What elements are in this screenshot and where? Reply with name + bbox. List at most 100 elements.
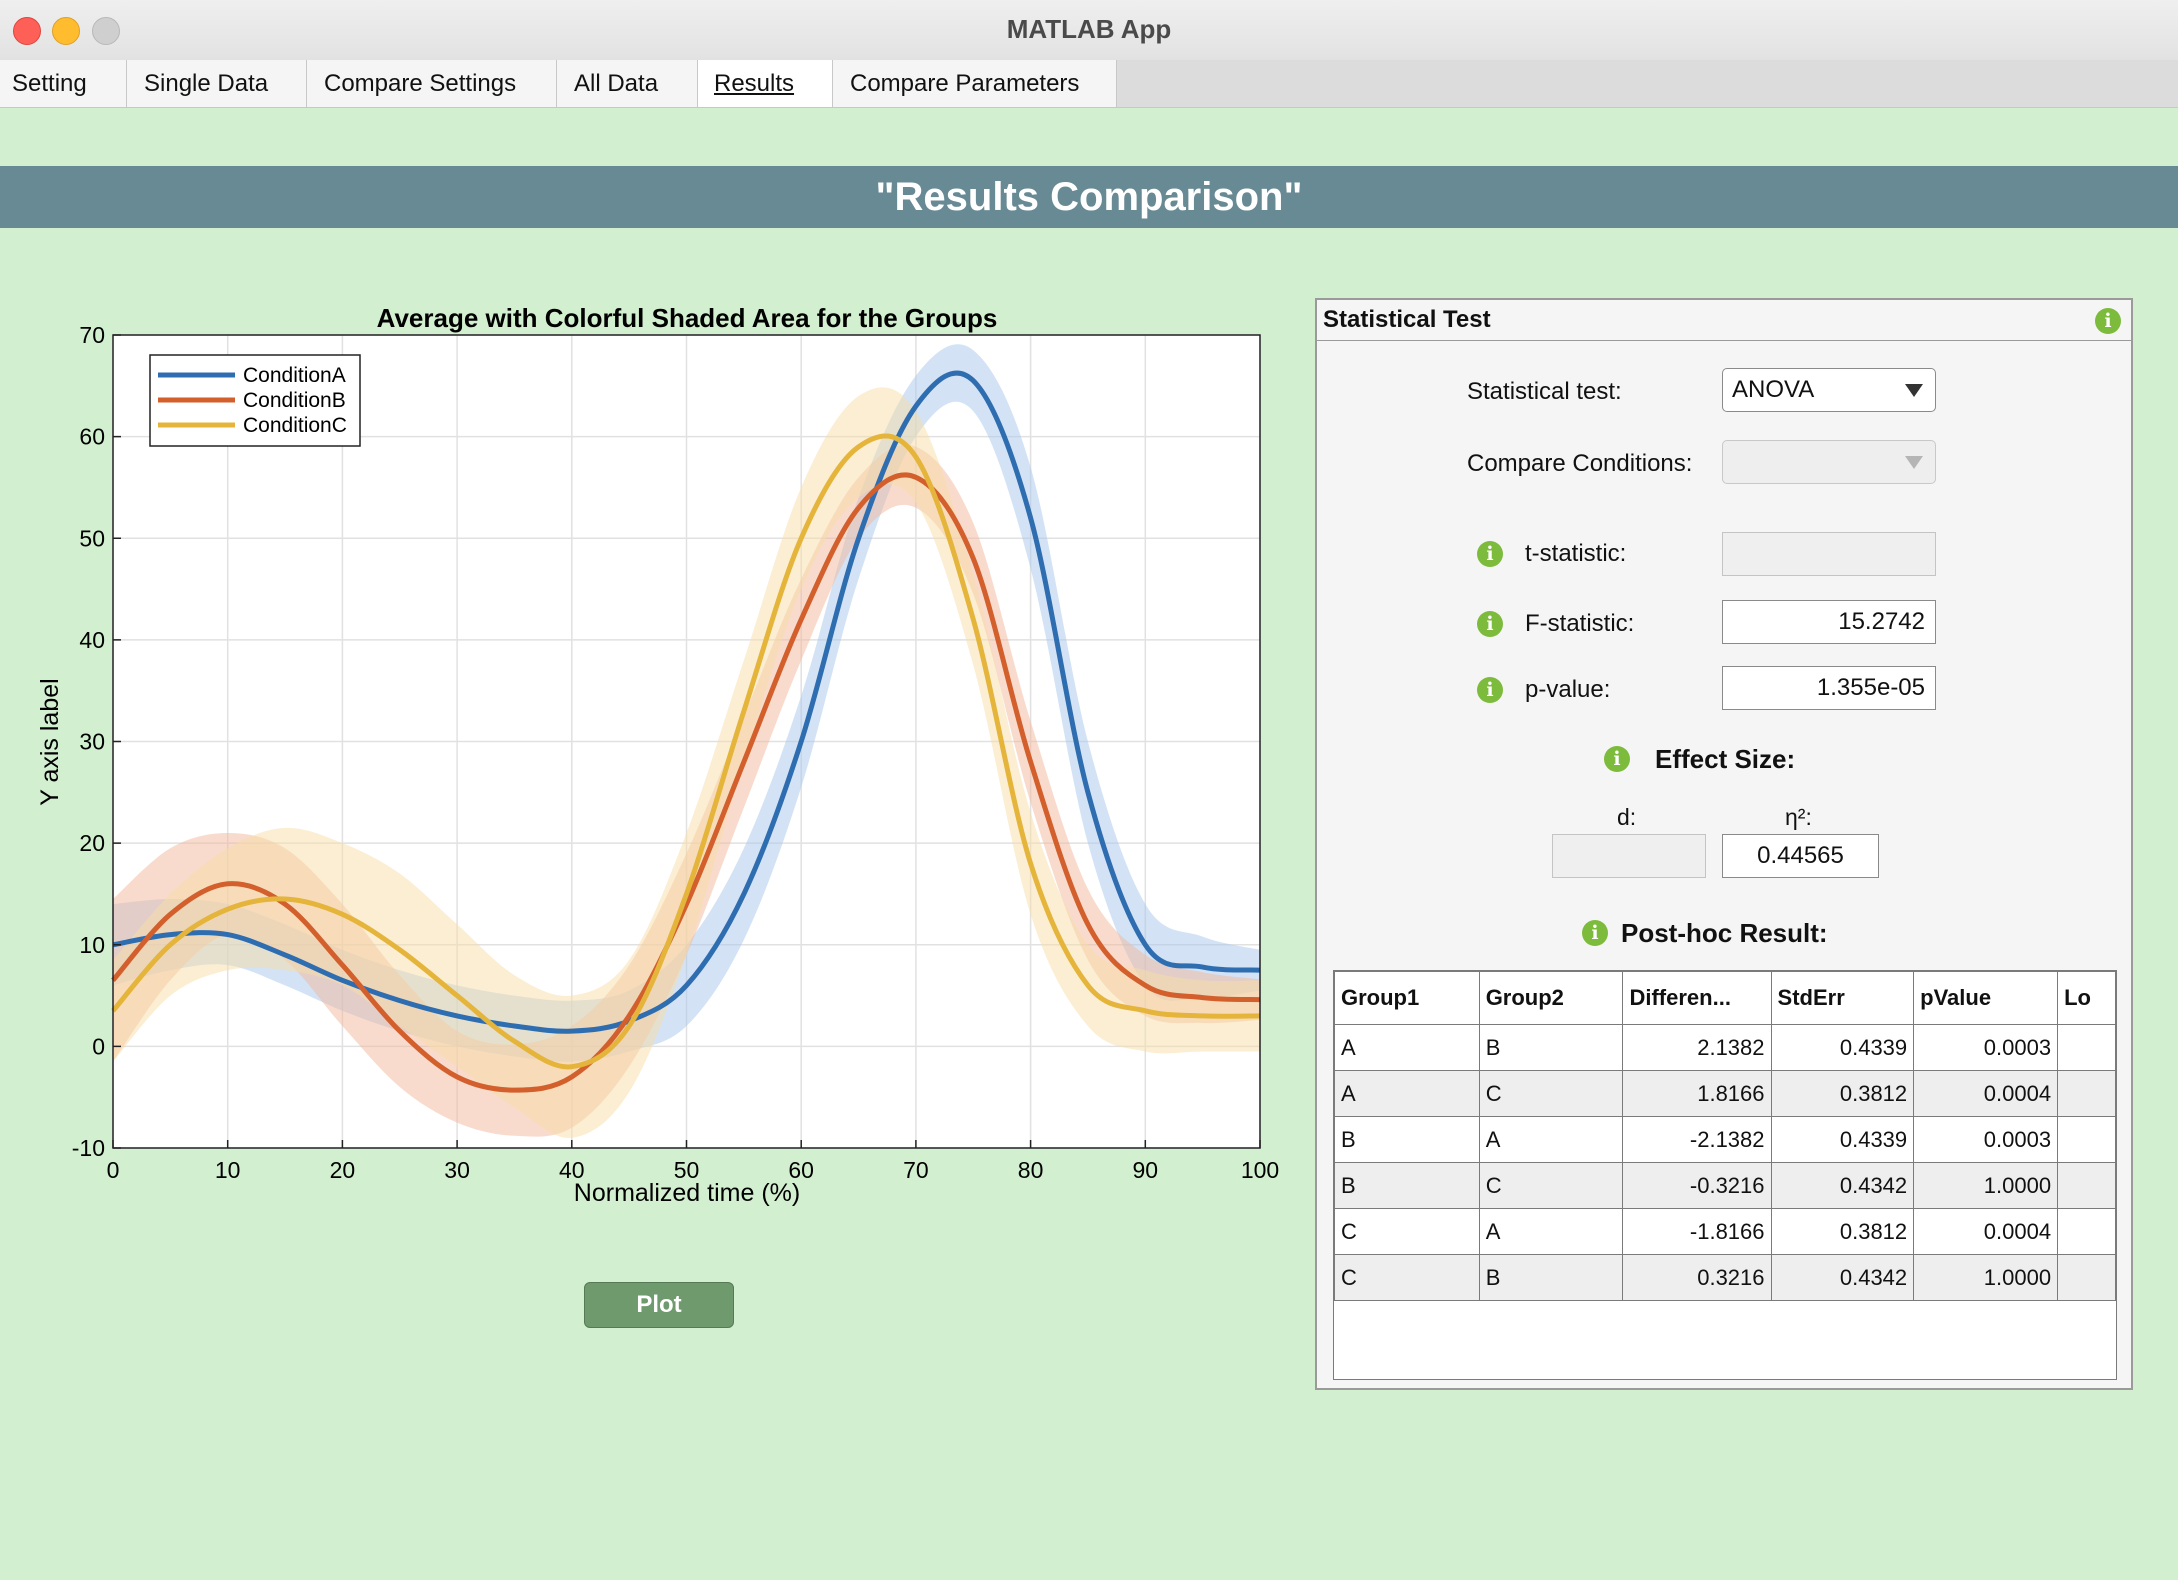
chevron-down-icon — [1905, 384, 1923, 397]
cell-group1: B — [1334, 1116, 1480, 1163]
effect-size-title: Effect Size: — [1655, 744, 1796, 774]
cell-stderr: 0.4339 — [1770, 1024, 1915, 1071]
x-tick-label: 30 — [444, 1157, 470, 1183]
cell-lower — [2057, 1024, 2116, 1071]
cell-lower — [2057, 1162, 2116, 1209]
legend-label: ConditionB — [243, 389, 346, 412]
column-header-group2[interactable]: Group2 — [1478, 971, 1624, 1025]
y-tick-label: 70 — [79, 322, 105, 348]
t-statistic-field[interactable] — [1722, 532, 1936, 576]
f-statistic-info-icon[interactable]: i — [1477, 611, 1503, 637]
statistical-test-value: ANOVA — [1732, 376, 1815, 403]
minimize-window-button[interactable] — [52, 17, 80, 45]
column-header-group1[interactable]: Group1 — [1334, 971, 1480, 1025]
cell-difference: 0.3216 — [1622, 1254, 1772, 1301]
table-row[interactable]: B A -2.1382 0.4339 0.0003 — [1334, 1116, 2116, 1163]
post-hoc-table[interactable]: Group1 Group2 Differen... StdErr pValue … — [1333, 970, 2117, 1380]
cell-pvalue: 0.0003 — [1913, 1116, 2059, 1163]
cell-stderr: 0.3812 — [1770, 1208, 1915, 1255]
cell-group1: A — [1334, 1024, 1480, 1071]
table-header-row: Group1 Group2 Differen... StdErr pValue … — [1334, 971, 2116, 1025]
zoom-window-button[interactable] — [92, 17, 120, 45]
cell-stderr: 0.3812 — [1770, 1070, 1915, 1117]
series-line-conditionc — [111, 433, 1261, 1070]
eta-squared-label: η²: — [1785, 804, 1812, 830]
cell-group1: A — [1334, 1070, 1480, 1117]
cell-group2: A — [1478, 1208, 1624, 1255]
window-title-bar: MATLAB App — [0, 0, 2178, 61]
tab-compare-settings[interactable]: Compare Settings — [307, 60, 557, 107]
eta-squared-field[interactable]: 0.44565 — [1722, 834, 1879, 878]
info-icon[interactable]: i — [2095, 308, 2121, 334]
cell-group2: A — [1478, 1116, 1624, 1163]
cell-stderr: 0.4339 — [1770, 1116, 1915, 1163]
cell-group2: C — [1478, 1162, 1624, 1209]
cell-group2: C — [1478, 1070, 1624, 1117]
cell-group1: C — [1334, 1208, 1480, 1255]
tab-results[interactable]: Results — [698, 60, 833, 107]
x-tick-label: 80 — [1018, 1157, 1044, 1183]
chart-area: 0 10 20 30 40 50 60 70 80 90 100 -10 0 10 20 30 40 50 60 7… — [0, 290, 1300, 1240]
f-statistic-field[interactable]: 15.2742 — [1722, 600, 1936, 644]
effect-size-info-icon[interactable]: i — [1604, 746, 1630, 772]
y-tick-label: 60 — [79, 424, 105, 450]
cell-lower — [2057, 1070, 2116, 1117]
post-hoc-info-icon[interactable]: i — [1582, 920, 1608, 946]
tab-bar-empty — [1117, 60, 2178, 107]
cell-pvalue: 0.0004 — [1913, 1070, 2059, 1117]
p-value-info-icon[interactable]: i — [1477, 677, 1503, 703]
x-axis-label: Normalized time (%) — [574, 1179, 800, 1207]
x-tick-label: 40 — [559, 1157, 585, 1183]
table-row[interactable]: C B 0.3216 0.4342 1.0000 — [1334, 1254, 2116, 1301]
post-hoc-title: Post-hoc Result: — [1621, 918, 1828, 948]
cell-difference: -0.3216 — [1622, 1162, 1772, 1209]
y-tick-label: 10 — [79, 932, 105, 958]
cell-lower — [2057, 1254, 2116, 1301]
panel-header: Statistical Test i — [1317, 300, 2131, 341]
cell-pvalue: 0.0003 — [1913, 1024, 2059, 1071]
series-line-conditiona — [112, 370, 1261, 1034]
column-header-lower[interactable]: Lo — [2057, 971, 2116, 1025]
statistical-test-label: Statistical test: — [1467, 378, 1622, 405]
line-chart: 0 10 20 30 40 50 60 70 80 90 100 -1001020304050607… — [36, 303, 1279, 1207]
statistical-test-panel: Statistical Test i Statistical test: ANO… — [1315, 298, 2133, 1390]
tab-compare-parameters[interactable]: Compare Parameters — [833, 60, 1117, 107]
tab-single-data[interactable]: Single Data — [127, 60, 307, 107]
t-statistic-label: t-statistic: — [1525, 540, 1627, 567]
p-value-field[interactable]: 1.355e-05 — [1722, 666, 1936, 710]
table-row[interactable]: A B 2.1382 0.4339 0.0003 — [1334, 1024, 2116, 1071]
plot-button[interactable]: Plot — [584, 1282, 734, 1328]
compare-conditions-dropdown[interactable] — [1722, 440, 1936, 484]
x-tick-label: 20 — [330, 1157, 356, 1183]
page-title-banner: "Results Comparison" — [0, 166, 2178, 228]
x-tick-label: 100 — [1241, 1157, 1279, 1183]
y-tick-label: 0 — [92, 1033, 105, 1059]
tab-all-data[interactable]: All Data — [557, 60, 698, 107]
d-field[interactable] — [1552, 834, 1706, 878]
cell-difference: 2.1382 — [1622, 1024, 1772, 1071]
cell-pvalue: 0.0004 — [1913, 1208, 2059, 1255]
y-tick-label: 40 — [79, 627, 105, 653]
cell-lower — [2057, 1116, 2116, 1163]
cell-stderr: 0.4342 — [1770, 1254, 1915, 1301]
y-tick-label: -10 — [72, 1135, 105, 1161]
table-row[interactable]: A C 1.8166 0.3812 0.0004 — [1334, 1070, 2116, 1117]
x-tick-label: 70 — [903, 1157, 929, 1183]
y-tick-label: 20 — [79, 830, 105, 856]
column-header-stderr[interactable]: StdErr — [1770, 971, 1915, 1025]
tab-setting[interactable]: Setting — [0, 60, 127, 107]
legend-label: ConditionC — [243, 414, 347, 437]
table-row[interactable]: C A -1.8166 0.3812 0.0004 — [1334, 1208, 2116, 1255]
band-conditionb — [113, 444, 1260, 1137]
chart-title: Average with Colorful Shaded Area for th… — [377, 303, 998, 333]
cell-difference: -2.1382 — [1622, 1116, 1772, 1163]
cell-pvalue: 1.0000 — [1913, 1162, 2059, 1209]
close-window-button[interactable] — [13, 17, 41, 45]
statistical-test-dropdown[interactable]: ANOVA — [1722, 368, 1936, 412]
cell-group1: C — [1334, 1254, 1480, 1301]
column-header-pvalue[interactable]: pValue — [1913, 971, 2059, 1025]
column-header-difference[interactable]: Differen... — [1622, 971, 1772, 1025]
table-row[interactable]: B C -0.3216 0.4342 1.0000 — [1334, 1162, 2116, 1209]
t-statistic-info-icon[interactable]: i — [1477, 541, 1503, 567]
